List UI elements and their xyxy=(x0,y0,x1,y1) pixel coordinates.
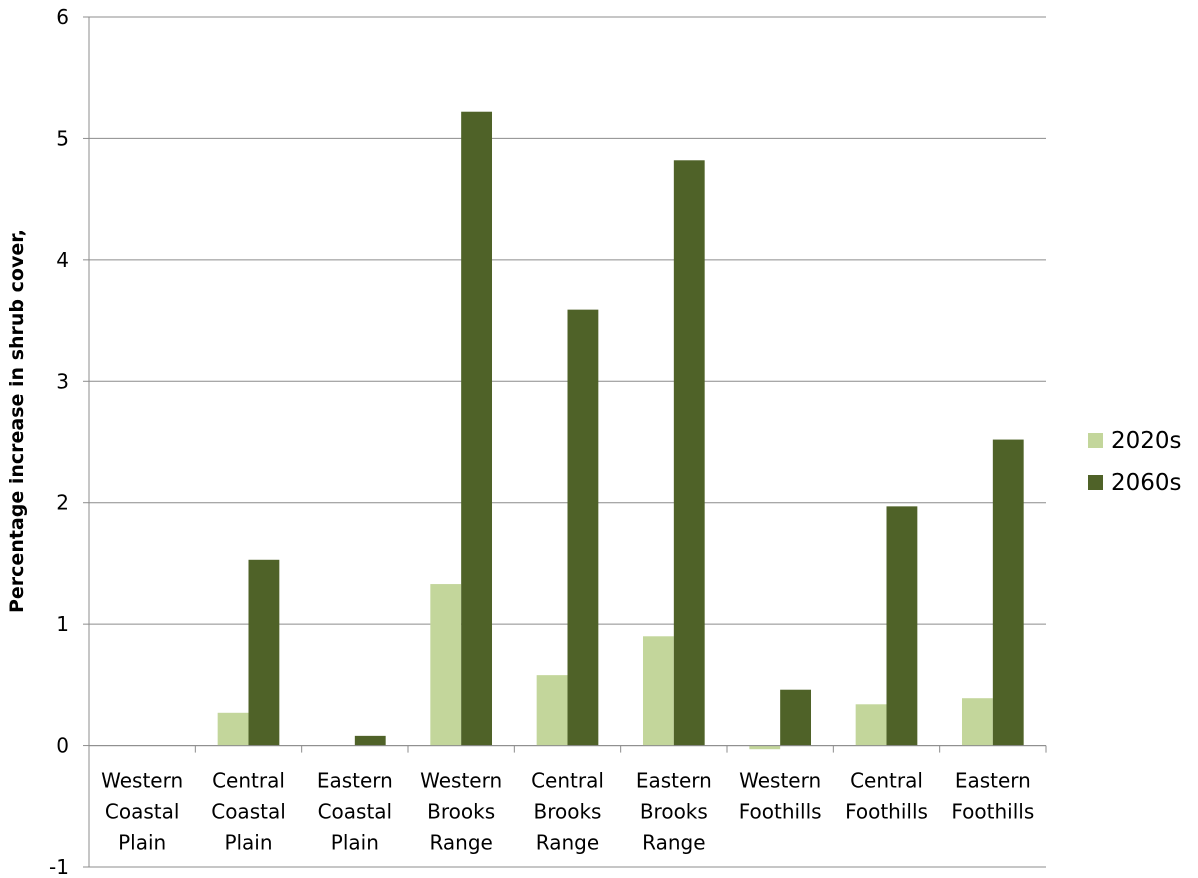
y-tick-label: 0 xyxy=(56,734,69,758)
bar-2060s-7 xyxy=(886,506,918,746)
x-tick-label: Central Brooks Range xyxy=(531,769,604,855)
y-tick-labels: -1 0 1 2 3 4 5 6 xyxy=(49,5,69,878)
bar-2020s-3 xyxy=(430,584,462,746)
bars xyxy=(111,111,1024,750)
x-tick-label: Western Brooks Range xyxy=(420,769,502,855)
y-tick-label: -1 xyxy=(49,855,69,878)
x-tick-label: Eastern Brooks Range xyxy=(636,769,712,855)
bar-2020s-4 xyxy=(536,675,568,746)
x-tick-label: Central Foothills xyxy=(845,769,928,824)
x-tick-label: Western Coastal Plain xyxy=(101,769,183,855)
y-tick-label: 3 xyxy=(56,369,69,393)
x-tick-label: Eastern Coastal Plain xyxy=(317,769,393,855)
legend-label-2020s: 2020s xyxy=(1111,428,1182,454)
bar-2060s-6 xyxy=(780,689,812,746)
bar-2060s-3 xyxy=(461,111,493,746)
legend-swatch-2020s xyxy=(1088,433,1103,448)
bar-2020s-1 xyxy=(217,712,249,746)
bar-2060s-2 xyxy=(354,735,386,746)
bar-2060s-1 xyxy=(248,559,280,746)
y-tick-label: 6 xyxy=(56,5,69,29)
legend: 2020s 2060s xyxy=(1088,428,1182,496)
legend-swatch-2060s xyxy=(1088,475,1103,490)
x-tick-labels: Western Coastal Plain Central Coastal Plain Ea… xyxy=(101,769,1034,855)
y-tick-label: 1 xyxy=(56,612,69,636)
x-tick-label: Western Foothills xyxy=(739,769,822,824)
x-tick-label: Eastern Foothills xyxy=(951,769,1034,824)
y-axis-label: Percentage increase in shrub cover, xyxy=(6,229,28,613)
bar-2020s-5 xyxy=(642,636,674,746)
bar-2020s-6 xyxy=(749,745,781,750)
axes xyxy=(83,16,1047,868)
x-tick-label: Central Coastal Plain xyxy=(211,769,286,855)
y-tick-label: 2 xyxy=(56,491,69,515)
bar-2060s-4 xyxy=(567,309,599,746)
bar-2060s-5 xyxy=(673,160,705,746)
bar-2020s-8 xyxy=(961,698,993,746)
y-tick-label: 4 xyxy=(56,248,69,272)
bar-2020s-7 xyxy=(855,704,887,746)
legend-label-2060s: 2060s xyxy=(1111,470,1182,496)
y-tick-label: 5 xyxy=(56,126,69,150)
bar-2060s-8 xyxy=(992,439,1024,746)
